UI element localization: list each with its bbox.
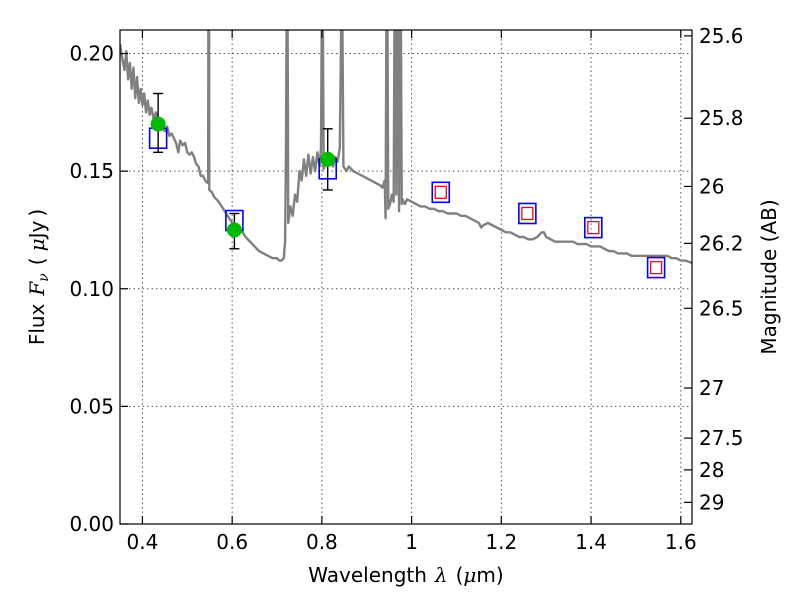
y2-tick-label: 26 — [699, 174, 724, 198]
y-tick-label: 0.05 — [69, 394, 114, 418]
x-axis-label: Wavelength λ (μm) — [308, 563, 503, 587]
y2-tick-label: 26.5 — [699, 296, 744, 320]
y2-tick-label: 27.5 — [699, 426, 744, 450]
x-tick-label: 1 — [405, 530, 418, 554]
x-tick-label: 0.6 — [216, 530, 248, 554]
tick-labels: 0.4 0.6 0.8 1 1.2 1.4 1.6 0.00 0.05 0.10 0.15 0.20 2… — [69, 24, 743, 554]
observed-point — [320, 151, 336, 167]
x-tick-label: 1.6 — [665, 530, 697, 554]
y-tick-label: 0.15 — [69, 159, 114, 183]
model-spectrum-line — [120, 30, 692, 265]
y2-tick-label: 28 — [699, 458, 724, 482]
x-tick-label: 0.8 — [306, 530, 338, 554]
y2-tick-label: 26.2 — [699, 231, 744, 255]
model-flux-box — [518, 202, 537, 225]
y-tick-label: 0.00 — [69, 512, 114, 536]
x-tick-label: 0.4 — [127, 530, 159, 554]
upper-limit-square — [649, 260, 663, 275]
x-tick-label: 1.2 — [485, 530, 517, 554]
y2-tick-label: 25.8 — [699, 106, 744, 130]
upper-limit-square — [434, 185, 447, 199]
y-tick-label: 0.20 — [69, 42, 114, 66]
observed-point — [150, 116, 166, 132]
grid — [120, 30, 692, 525]
model-flux-box — [646, 256, 666, 279]
observed-point — [226, 222, 242, 238]
y2-tick-label: 27 — [699, 376, 724, 400]
upper-limit-square — [587, 220, 600, 235]
y-axis-label: FluxFν(μJy) — [25, 209, 52, 345]
x-tick-label: 1.4 — [575, 530, 607, 554]
y2-axis-label: Magnitude (AB) — [757, 199, 781, 354]
upper-limit-square — [521, 206, 534, 221]
y2-tick-label: 25.6 — [699, 24, 744, 48]
plot-frame — [119, 29, 693, 525]
plot-area — [120, 30, 692, 279]
model-flux-box — [431, 181, 451, 204]
ticks — [120, 30, 692, 525]
model-flux-box — [584, 216, 603, 239]
y2-tick-label: 29 — [699, 490, 724, 514]
y-tick-label: 0.10 — [69, 277, 114, 301]
